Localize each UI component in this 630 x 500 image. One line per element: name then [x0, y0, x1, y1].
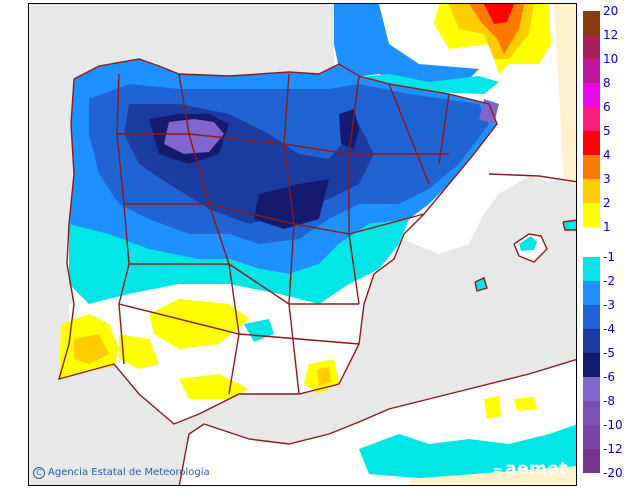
legend-label: -1 [603, 250, 615, 264]
legend-swatch-20 [583, 11, 600, 35]
legend-label: 6 [603, 100, 611, 114]
legend-swatch-5 [583, 131, 600, 155]
attribution: C Agencia Estatal de Meteorología [33, 467, 210, 479]
legend-label: -10 [603, 418, 623, 432]
legend-label: 10 [603, 52, 619, 66]
legend-swatch-2 [583, 203, 600, 227]
legend-label: -12 [603, 442, 623, 456]
legend-swatch-neg6 [583, 377, 600, 401]
aemet-wave-icon: ≈ [492, 463, 504, 477]
north-africa-yellow-2 [514, 397, 537, 411]
cold-band-8 [164, 119, 224, 154]
legend-label: -3 [603, 298, 615, 312]
legend-label: -5 [603, 346, 615, 360]
legend-label: 5 [603, 124, 611, 138]
map-canvas [57, 4, 576, 485]
legend-swatch-neg12 [583, 449, 600, 473]
legend-swatch-10 [583, 59, 600, 83]
legend-swatch-6 [583, 107, 600, 131]
legend-label: 20 [603, 4, 619, 18]
legend-swatch-neg1 [583, 257, 600, 281]
legend-label: -20 [603, 466, 623, 480]
legend-label: 3 [603, 172, 611, 186]
warm-portugal-gold [74, 334, 109, 364]
color-legend: 20 12 10 8 6 5 4 3 2 1 -1 -2 -3 -4 -5 -6… [583, 5, 630, 479]
legend-swatch-neg4 [583, 329, 600, 353]
north-africa-cyan [359, 424, 576, 479]
warm-murcia-gold [317, 367, 331, 386]
borders [57, 58, 576, 485]
france-no-data [554, 4, 576, 184]
warm-andalusia-west [119, 334, 159, 369]
legend-swatch-8 [583, 83, 600, 107]
legend-label: 8 [603, 76, 611, 90]
legend-swatch-neg2 [583, 281, 600, 305]
mallorca-cyan [519, 236, 537, 251]
france-cool [334, 4, 479, 84]
legend-label: 12 [603, 28, 619, 42]
legend-label: 4 [603, 148, 611, 162]
legend-swatch-neg5 [583, 353, 600, 377]
legend-swatch-neg10 [583, 425, 600, 449]
legend-label: -6 [603, 370, 615, 384]
aemet-logo-text: aemet [505, 459, 568, 479]
legend-label: -4 [603, 322, 615, 336]
legend-label: 2 [603, 196, 611, 210]
legend-label: 1 [603, 220, 611, 234]
north-africa-no-data [409, 466, 576, 485]
cyan-belt [69, 219, 409, 304]
copyright-icon: C [33, 467, 45, 479]
menorca [563, 220, 576, 230]
legend-swatch-12 [583, 35, 600, 59]
north-africa-yellow-1 [484, 396, 501, 419]
anomaly-map: C Agencia Estatal de Meteorología ≈ aemet [28, 3, 577, 486]
france-red [484, 4, 514, 24]
legend-swatch-3 [583, 179, 600, 203]
legend-swatch-4 [583, 155, 600, 179]
aemet-logo: ≈ aemet [493, 459, 568, 479]
legend-label: -8 [603, 394, 615, 408]
attribution-text: Agencia Estatal de Meteorología [48, 467, 210, 478]
legend-label: -2 [603, 274, 615, 288]
legend-swatch-neg8 [583, 401, 600, 425]
france-orange [469, 4, 524, 54]
legend-swatch-neg3 [583, 305, 600, 329]
